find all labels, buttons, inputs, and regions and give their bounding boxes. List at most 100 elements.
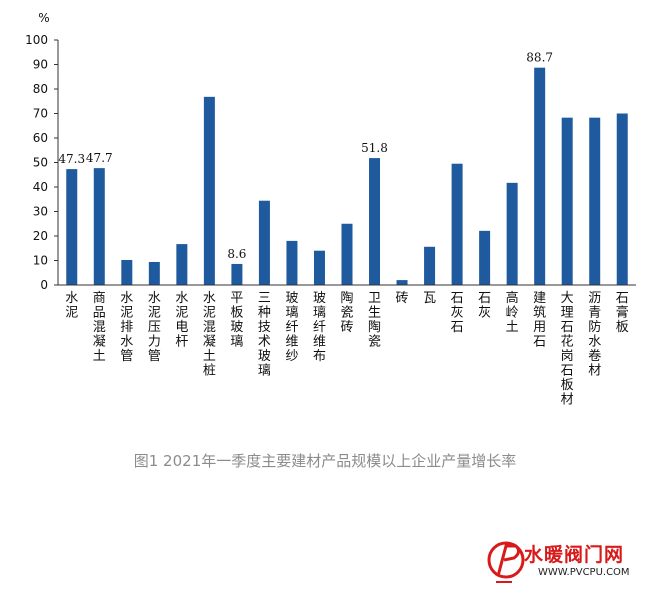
category-label-char: 灰 bbox=[451, 306, 464, 321]
category-label-char: 术 bbox=[258, 335, 271, 350]
category-label-char: 岗 bbox=[561, 349, 574, 364]
bar bbox=[369, 158, 381, 285]
category-label-char: 混 bbox=[203, 320, 216, 335]
category-label-char: 水 bbox=[120, 291, 133, 306]
bar bbox=[534, 67, 546, 285]
bar bbox=[396, 280, 408, 285]
bar bbox=[286, 240, 298, 285]
category-label-char: 土 bbox=[93, 349, 106, 364]
category-label-char: 布 bbox=[313, 349, 326, 364]
category-label-char: 泥 bbox=[203, 306, 216, 321]
category-label: 石膏板 bbox=[616, 291, 629, 335]
category-label-char: 玻 bbox=[285, 291, 298, 306]
category-label-char: 技 bbox=[258, 320, 271, 335]
category-label-char: 桩 bbox=[203, 364, 216, 379]
category-label-char: 大 bbox=[561, 291, 574, 306]
category-label-char: 材 bbox=[561, 393, 574, 408]
category-label-char: 水 bbox=[175, 291, 188, 306]
y-tick-label: 40 bbox=[33, 180, 48, 194]
category-label-char: 沥 bbox=[588, 291, 601, 306]
category-label-char: 土 bbox=[203, 349, 216, 364]
category-label-char: 石 bbox=[451, 320, 464, 335]
category-label-char: 陶 bbox=[340, 290, 353, 306]
bar bbox=[616, 113, 628, 285]
category-label-char: 璃 bbox=[230, 335, 243, 350]
bar bbox=[121, 260, 133, 285]
category-label: 石灰 bbox=[478, 291, 491, 321]
category-label-char: 板 bbox=[230, 306, 243, 321]
bar bbox=[479, 230, 491, 285]
bars bbox=[66, 67, 628, 285]
y-tick-label: 90 bbox=[33, 58, 48, 72]
category-label-char: 管 bbox=[120, 349, 133, 364]
category-label-char: 瓦 bbox=[423, 291, 436, 306]
category-label-char: 纤 bbox=[285, 320, 298, 335]
watermark: 水暖阀门网 WWW.PVCPU.COM bbox=[486, 538, 648, 590]
data-label: 47.3 bbox=[58, 152, 85, 166]
data-label: 88.7 bbox=[526, 51, 553, 65]
category-label-char: 石 bbox=[561, 320, 574, 335]
category-label-char: 板 bbox=[616, 320, 629, 335]
bar bbox=[313, 250, 325, 285]
category-label-char: 膏 bbox=[616, 305, 629, 321]
y-tick-label: 60 bbox=[33, 131, 48, 145]
bar bbox=[93, 168, 105, 285]
bar bbox=[203, 96, 215, 285]
y-tick-label: 100 bbox=[25, 33, 48, 47]
category-label-char: 水 bbox=[203, 291, 216, 306]
category-label: 陶瓷砖 bbox=[340, 290, 353, 335]
category-label-char: 璃 bbox=[313, 306, 326, 321]
category-label-char: 泥 bbox=[175, 306, 188, 321]
category-label: 高岭土 bbox=[506, 290, 519, 335]
category-label-char: 商 bbox=[93, 291, 106, 306]
watermark-text: 水暖阀门网 bbox=[524, 544, 625, 566]
bar bbox=[561, 117, 573, 285]
bar bbox=[176, 244, 188, 285]
category-label-char: 石 bbox=[478, 291, 491, 306]
category-label: 水泥 bbox=[65, 291, 78, 321]
category-label-char: 凝 bbox=[93, 334, 106, 350]
category-label-char: 电 bbox=[175, 320, 188, 335]
y-tick-label: 30 bbox=[33, 205, 48, 219]
bar-chart: 0 10 20 30 40 50 60 70 80 90 100% 47.3 47.7 8.6 51.8 8… bbox=[25, 11, 636, 408]
category-label-char: 泥 bbox=[148, 306, 161, 321]
y-axis: 0 10 20 30 40 50 60 70 80 90 100% bbox=[25, 11, 59, 292]
category-label-char: 水 bbox=[120, 335, 133, 350]
category-label-char: 维 bbox=[285, 335, 298, 350]
category-label-char: 石 bbox=[451, 291, 464, 306]
category-label-char: 板 bbox=[561, 378, 574, 393]
bar bbox=[589, 117, 601, 285]
category-label-char: 防 bbox=[588, 319, 601, 335]
category-label-char: 用 bbox=[533, 320, 546, 335]
category-label-char: 理 bbox=[561, 306, 574, 321]
category-label-char: 种 bbox=[258, 306, 271, 321]
category-label-char: 玻 bbox=[230, 320, 243, 335]
category-label-char: 水 bbox=[148, 291, 161, 306]
category-label-char: 石 bbox=[561, 364, 574, 379]
watermark-logo-icon bbox=[487, 541, 525, 583]
category-label-char: 陶 bbox=[368, 319, 381, 335]
category-label-char: 凝 bbox=[203, 334, 216, 350]
y-tick-label: 70 bbox=[33, 107, 48, 121]
category-label-char: 砖 bbox=[340, 320, 353, 335]
category-label-char: 砖 bbox=[396, 291, 409, 306]
category-label-char: 玻 bbox=[258, 349, 271, 364]
category-label-char: 杆 bbox=[175, 335, 188, 350]
category-label-char: 建 bbox=[533, 291, 546, 306]
bar bbox=[424, 246, 436, 285]
category-label-char: 筑 bbox=[533, 305, 546, 321]
category-label-char: 三 bbox=[258, 291, 271, 306]
watermark-url: WWW.PVCPU.COM bbox=[538, 567, 630, 578]
y-tick-label: 10 bbox=[33, 254, 48, 268]
bar bbox=[231, 263, 243, 285]
bar bbox=[148, 261, 160, 285]
